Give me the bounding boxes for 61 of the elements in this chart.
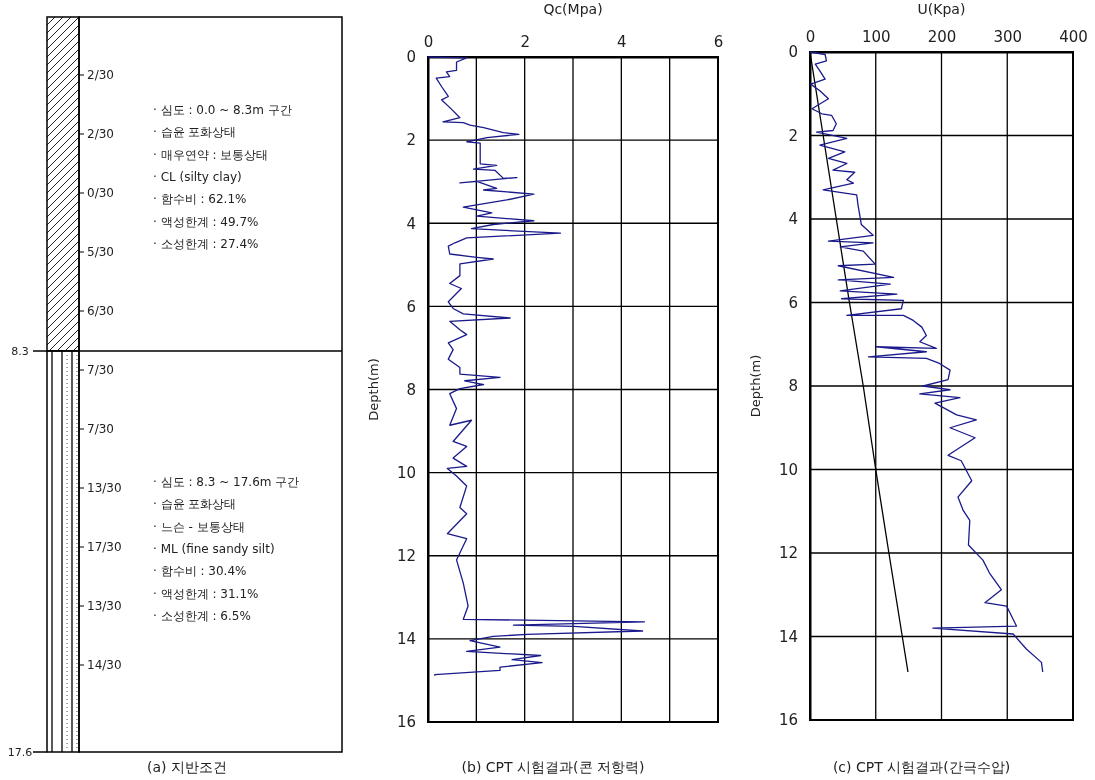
- y-tick-label: 14: [778, 627, 798, 646]
- y-tick-label: 8: [406, 380, 416, 399]
- y-tick-label: 2: [406, 131, 416, 150]
- x-tick-label: 6: [713, 33, 724, 51]
- text: (a) 지반조건: [147, 759, 227, 775]
- text: 5/30: [87, 245, 114, 259]
- y-tick-label: 0: [406, 48, 416, 67]
- text: 14/30: [87, 658, 122, 672]
- text: (c) CPT 시험결과(간극수압): [832, 759, 1011, 775]
- line-series: [427, 56, 646, 677]
- y-tick-label: 12: [778, 544, 798, 563]
- text: · 심도 : 8.3 ~ 17.6m 구간: [153, 475, 300, 489]
- y-axis-title: Depth(m): [748, 354, 763, 418]
- y-tick-label: 10: [396, 463, 416, 482]
- text: · 함수비 : 30.4%: [153, 564, 247, 579]
- y-tick-label: 10: [778, 460, 798, 479]
- y-tick-label: 6: [406, 297, 416, 316]
- y-tick-label: 8: [788, 377, 798, 396]
- x-tick-label: 100: [861, 28, 891, 46]
- y-axis-title: Depth(m): [366, 358, 381, 421]
- text: 7/30: [87, 363, 114, 377]
- text: · 습윤 포화상태: [153, 125, 237, 140]
- text: · ML (fine sandy silt): [153, 541, 275, 556]
- text: · 느슨 - 보통상태: [153, 519, 245, 534]
- text: 2/30: [87, 127, 114, 141]
- x-tick-label: 4: [617, 33, 627, 51]
- x-axis-title: U(Kpa): [917, 1, 966, 17]
- y-tick-label: 12: [396, 547, 416, 566]
- text: · 습윤 포화상태: [153, 497, 237, 512]
- text: · 소성한계 : 27.4%: [153, 236, 259, 251]
- text: · 함수비 : 62.1%: [153, 192, 247, 207]
- text: · 매우연약 : 보통상태: [153, 147, 269, 162]
- y-tick-label: 4: [788, 210, 798, 229]
- y-tick-label: 16: [396, 713, 416, 732]
- text: 8.3: [11, 345, 29, 358]
- y-tick-label: 6: [788, 293, 798, 312]
- text: 13/30: [87, 599, 122, 613]
- text: (b) CPT 시험결과(콘 저항력): [461, 759, 645, 775]
- x-tick-label: 0: [423, 33, 434, 51]
- x-tick-label: 300: [993, 28, 1023, 46]
- text: · 소성한계 : 6.5%: [153, 608, 251, 623]
- text: 17.6: [7, 746, 33, 759]
- text: 2/30: [87, 68, 114, 82]
- text: · 액성한계 : 49.7%: [153, 214, 259, 229]
- y-tick-label: 2: [788, 126, 798, 145]
- x-tick-label: 0: [805, 28, 816, 46]
- text: · 액성한계 : 31.1%: [153, 586, 259, 601]
- y-tick-label: 14: [396, 630, 416, 649]
- text: · CL (silty clay): [153, 169, 242, 184]
- text: 6/30: [87, 304, 114, 318]
- x-tick-label: 200: [927, 28, 957, 46]
- x-tick-label: 2: [520, 33, 530, 51]
- text: 0/30: [87, 186, 114, 200]
- y-tick-label: 4: [406, 214, 416, 233]
- text: 7/30: [87, 422, 114, 436]
- text: 13/30: [87, 481, 122, 495]
- x-tick-label: 400: [1059, 28, 1088, 46]
- text: 17/30: [87, 540, 122, 554]
- text: · 심도 : 0.0 ~ 8.3m 구간: [153, 103, 292, 117]
- x-axis-title: Qc(Mpa): [543, 1, 603, 17]
- y-tick-label: 16: [778, 711, 798, 730]
